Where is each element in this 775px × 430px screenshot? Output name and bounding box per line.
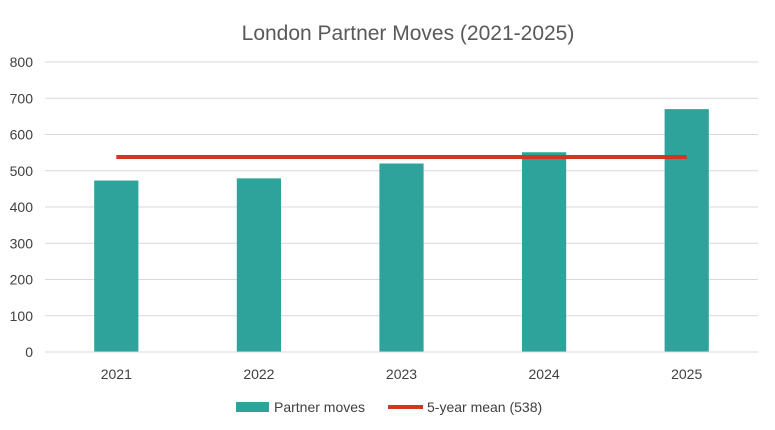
x-tick-label: 2021 [101, 366, 132, 382]
y-tick-label: 500 [10, 163, 34, 179]
y-tick-label: 200 [10, 272, 34, 288]
legend-swatch-partner-moves [236, 402, 269, 412]
chart-title: London Partner Moves (2021-2025) [242, 22, 575, 45]
bar-2024 [521, 152, 567, 352]
y-axis-ticks: 0 100 200 300 400 500 600 700 800 [10, 54, 34, 360]
y-tick-label: 600 [10, 127, 34, 143]
bar-2022 [236, 178, 282, 352]
x-tick-label: 2024 [529, 366, 560, 382]
bar-2021 [94, 180, 139, 352]
y-tick-label: 100 [10, 308, 34, 324]
y-tick-label: 700 [10, 90, 34, 106]
legend-label-partner-moves: Partner moves [274, 399, 365, 415]
bar-2023 [379, 163, 424, 352]
y-tick-label: 0 [25, 344, 33, 360]
y-tick-label: 400 [10, 199, 34, 215]
x-tick-label: 2025 [671, 366, 702, 382]
x-tick-label: 2022 [243, 366, 274, 382]
x-axis-ticks: 2021 2022 2023 2024 2025 [101, 366, 703, 382]
bar-2025 [664, 109, 709, 352]
bar-series [94, 109, 709, 352]
y-tick-label: 300 [10, 235, 34, 251]
x-tick-label: 2023 [386, 366, 417, 382]
y-tick-label: 800 [10, 54, 34, 70]
legend: Partner moves 5-year mean (538) [236, 399, 542, 415]
legend-label-5-year-mean: 5-year mean (538) [427, 399, 542, 415]
